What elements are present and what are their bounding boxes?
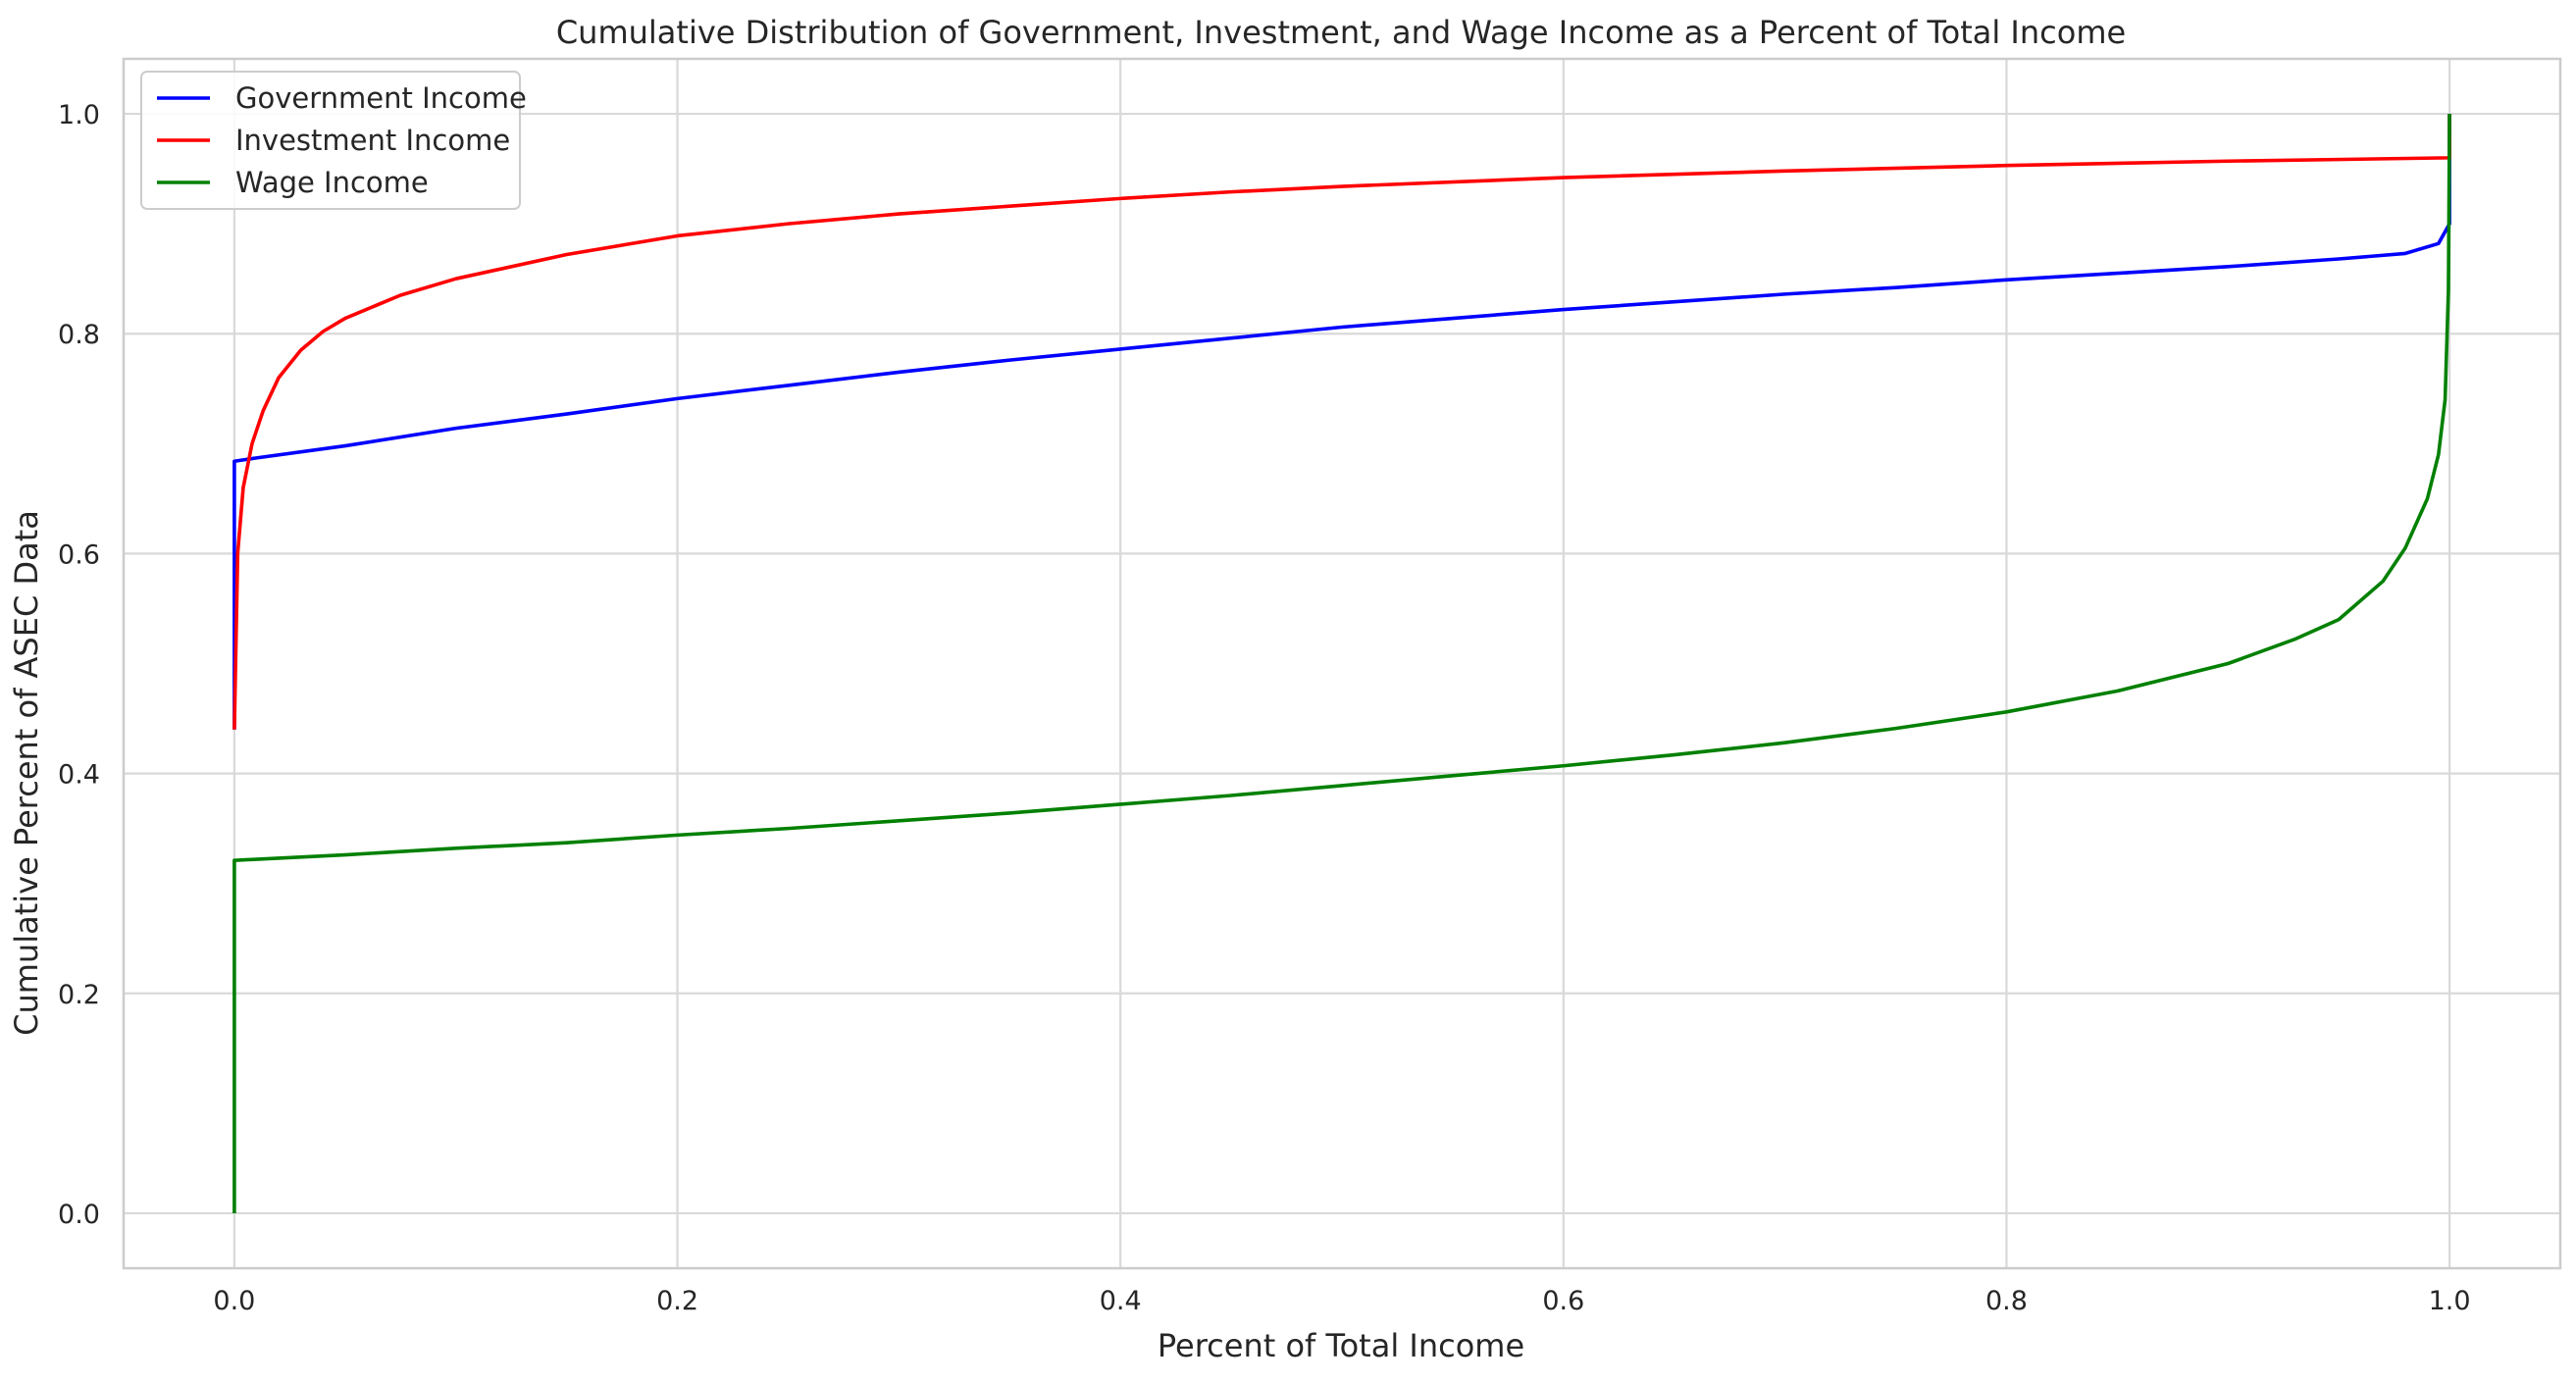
chart-title: Cumulative Distribution of Government, I… — [556, 14, 2126, 51]
y-tick-label: 1.0 — [58, 100, 100, 130]
y-axis-label: Cumulative Percent of ASEC Data — [8, 510, 45, 1036]
series-line-investment — [232, 114, 2451, 730]
y-tick-label: 0.4 — [58, 760, 100, 791]
series-line-government — [232, 114, 2451, 730]
x-tick-label: 0.4 — [1100, 1286, 1142, 1316]
x-tick-label: 1.0 — [2429, 1286, 2471, 1316]
legend-label-government: Government Income — [235, 81, 527, 115]
x-tick-label: 0.0 — [213, 1286, 255, 1316]
x-axis-label: Percent of Total Income — [1158, 1327, 1524, 1364]
legend-box — [140, 71, 521, 210]
series-layer — [232, 114, 2451, 1213]
series-line-wage — [232, 114, 2451, 1213]
legend-label-investment: Investment Income — [235, 124, 510, 157]
y-tick-label: 0.6 — [58, 539, 100, 570]
y-tick-label: 0.0 — [58, 1200, 100, 1230]
spine-layer — [122, 57, 2562, 1270]
x-tick-label: 0.2 — [656, 1286, 698, 1316]
grid-layer — [124, 59, 2560, 1268]
tick-layer: 0.0 0.2 0.4 0.6 0.8 1.0 0.0 0.2 0.4 0.6 0.8 1.0 — [58, 100, 2471, 1316]
legend-label-wage: Wage Income — [235, 166, 429, 199]
plot-frame — [122, 57, 2562, 1270]
legend: Government Income Investment Income Wage… — [140, 71, 527, 210]
y-tick-label: 0.2 — [58, 980, 100, 1010]
x-tick-label: 0.6 — [1542, 1286, 1584, 1316]
x-tick-label: 0.8 — [1985, 1286, 2028, 1316]
y-tick-label: 0.8 — [58, 320, 100, 350]
